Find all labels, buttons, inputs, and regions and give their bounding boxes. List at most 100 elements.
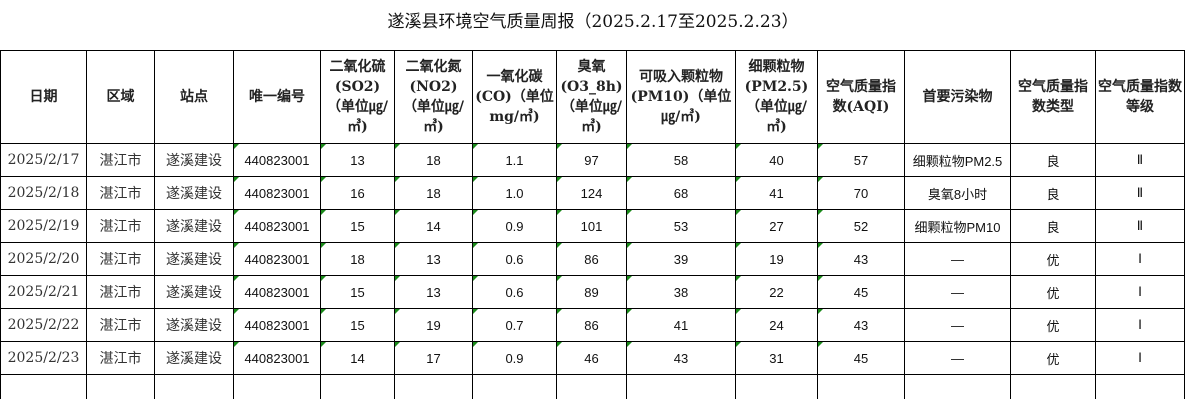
cell-pm25[interactable]: 24 [735, 308, 818, 342]
empty-cell[interactable] [1010, 374, 1096, 399]
cell-so2[interactable]: 16 [320, 176, 395, 210]
cell-pm10[interactable]: 43 [626, 341, 736, 375]
cell-station[interactable]: 遂溪建设 [154, 176, 234, 210]
cell-pm25[interactable]: 19 [735, 242, 818, 276]
empty-cell[interactable] [233, 374, 321, 399]
cell-so2[interactable]: 14 [320, 341, 395, 375]
cell-o3-8h[interactable]: 124 [556, 176, 627, 210]
cell-no2[interactable]: 13 [394, 242, 473, 276]
cell-no2[interactable]: 13 [394, 275, 473, 309]
cell-date[interactable]: 2025/2/23 [0, 341, 87, 375]
cell-o3-8h[interactable]: 89 [556, 275, 627, 309]
cell-primary-pollutant[interactable]: — [904, 242, 1011, 276]
header-unique-id[interactable]: 唯一编号 [233, 50, 321, 144]
cell-region[interactable]: 湛江市 [86, 308, 155, 342]
empty-cell[interactable] [320, 374, 395, 399]
cell-co[interactable]: 1.0 [472, 176, 557, 210]
header-station[interactable]: 站点 [154, 50, 234, 144]
cell-pm25[interactable]: 41 [735, 176, 818, 210]
header-so2[interactable]: 二氧化硫(SO2)（单位㎍/㎥) [320, 50, 395, 144]
cell-pm25[interactable]: 40 [735, 143, 818, 177]
cell-aqi[interactable]: 43 [817, 242, 905, 276]
cell-no2[interactable]: 18 [394, 143, 473, 177]
cell-station[interactable]: 遂溪建设 [154, 275, 234, 309]
cell-primary-pollutant[interactable]: — [904, 308, 1011, 342]
empty-cell[interactable] [1095, 374, 1185, 399]
empty-cell[interactable] [817, 374, 905, 399]
cell-date[interactable]: 2025/2/20 [0, 242, 87, 276]
header-no2[interactable]: 二氧化氮(NO2)（单位㎍/㎥) [394, 50, 473, 144]
cell-primary-pollutant[interactable]: 臭氧8小时 [904, 176, 1011, 210]
cell-aqi-category[interactable]: 优 [1010, 242, 1096, 276]
cell-primary-pollutant[interactable]: 细颗粒物PM10 [904, 209, 1011, 243]
cell-aqi-level[interactable]: Ⅰ [1095, 308, 1185, 342]
cell-aqi-level[interactable]: Ⅱ [1095, 209, 1185, 243]
header-o3-8h[interactable]: 臭氧(O3_8h)（单位㎍/㎥) [556, 50, 627, 144]
cell-region[interactable]: 湛江市 [86, 341, 155, 375]
cell-so2[interactable]: 15 [320, 209, 395, 243]
empty-cell[interactable] [904, 374, 1011, 399]
header-primary-pollutant[interactable]: 首要污染物 [904, 50, 1011, 144]
cell-o3-8h[interactable]: 86 [556, 242, 627, 276]
header-aqi-level[interactable]: 空气质量指数等级 [1095, 50, 1185, 144]
cell-o3-8h[interactable]: 101 [556, 209, 627, 243]
cell-date[interactable]: 2025/2/22 [0, 308, 87, 342]
cell-pm10[interactable]: 58 [626, 143, 736, 177]
cell-no2[interactable]: 14 [394, 209, 473, 243]
cell-aqi-category[interactable]: 良 [1010, 209, 1096, 243]
cell-date[interactable]: 2025/2/18 [0, 176, 87, 210]
cell-pm25[interactable]: 31 [735, 341, 818, 375]
cell-no2[interactable]: 17 [394, 341, 473, 375]
cell-station[interactable]: 遂溪建设 [154, 143, 234, 177]
cell-aqi-category[interactable]: 良 [1010, 143, 1096, 177]
cell-o3-8h[interactable]: 46 [556, 341, 627, 375]
empty-cell[interactable] [86, 374, 155, 399]
cell-so2[interactable]: 15 [320, 275, 395, 309]
cell-so2[interactable]: 15 [320, 308, 395, 342]
cell-aqi-category[interactable]: 优 [1010, 308, 1096, 342]
cell-unique-id[interactable]: 440823001 [233, 275, 321, 309]
cell-so2[interactable]: 18 [320, 242, 395, 276]
header-pm25[interactable]: 细颗粒物(PM2.5)（单位㎍/㎥) [735, 50, 818, 144]
cell-unique-id[interactable]: 440823001 [233, 143, 321, 177]
cell-primary-pollutant[interactable]: — [904, 275, 1011, 309]
cell-station[interactable]: 遂溪建设 [154, 242, 234, 276]
header-date[interactable]: 日期 [0, 50, 87, 144]
cell-primary-pollutant[interactable]: 细颗粒物PM2.5 [904, 143, 1011, 177]
empty-cell[interactable] [735, 374, 818, 399]
cell-no2[interactable]: 18 [394, 176, 473, 210]
cell-region[interactable]: 湛江市 [86, 176, 155, 210]
cell-aqi-level[interactable]: Ⅰ [1095, 242, 1185, 276]
empty-cell[interactable] [0, 374, 87, 399]
cell-date[interactable]: 2025/2/21 [0, 275, 87, 309]
cell-aqi-level[interactable]: Ⅱ [1095, 143, 1185, 177]
cell-station[interactable]: 遂溪建设 [154, 209, 234, 243]
header-aqi[interactable]: 空气质量指数(AQI) [817, 50, 905, 144]
cell-no2[interactable]: 19 [394, 308, 473, 342]
cell-unique-id[interactable]: 440823001 [233, 308, 321, 342]
cell-pm25[interactable]: 22 [735, 275, 818, 309]
cell-aqi-level[interactable]: Ⅰ [1095, 275, 1185, 309]
header-co[interactable]: 一氧化碳(CO)（单位mg/㎥) [472, 50, 557, 144]
cell-pm10[interactable]: 53 [626, 209, 736, 243]
header-aqi-category[interactable]: 空气质量指数类型 [1010, 50, 1096, 144]
cell-aqi[interactable]: 70 [817, 176, 905, 210]
cell-unique-id[interactable]: 440823001 [233, 341, 321, 375]
cell-pm10[interactable]: 41 [626, 308, 736, 342]
cell-co[interactable]: 0.9 [472, 209, 557, 243]
cell-unique-id[interactable]: 440823001 [233, 176, 321, 210]
cell-region[interactable]: 湛江市 [86, 143, 155, 177]
cell-aqi-level[interactable]: Ⅱ [1095, 176, 1185, 210]
cell-pm10[interactable]: 39 [626, 242, 736, 276]
cell-primary-pollutant[interactable]: — [904, 341, 1011, 375]
cell-region[interactable]: 湛江市 [86, 242, 155, 276]
cell-co[interactable]: 0.6 [472, 275, 557, 309]
cell-aqi[interactable]: 45 [817, 275, 905, 309]
cell-co[interactable]: 1.1 [472, 143, 557, 177]
cell-pm25[interactable]: 27 [735, 209, 818, 243]
cell-station[interactable]: 遂溪建设 [154, 341, 234, 375]
cell-co[interactable]: 0.6 [472, 242, 557, 276]
cell-unique-id[interactable]: 440823001 [233, 209, 321, 243]
cell-aqi-level[interactable]: Ⅰ [1095, 341, 1185, 375]
cell-aqi[interactable]: 52 [817, 209, 905, 243]
